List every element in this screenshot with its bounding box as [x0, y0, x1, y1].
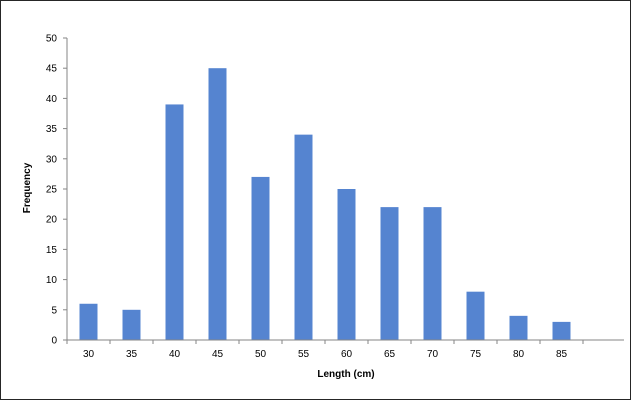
- x-tick-label: 75: [470, 349, 482, 360]
- bars-group: [79, 68, 571, 340]
- y-tick-labels: 0 5 10 15 20 25 30 35 40 45 50: [46, 34, 58, 347]
- x-tick-label: 85: [556, 349, 568, 360]
- bar-80: [509, 315, 528, 340]
- y-tick-label: 0: [51, 336, 57, 347]
- bar-35: [122, 309, 141, 340]
- x-tick-label: 35: [126, 349, 138, 360]
- x-tick-label: 50: [255, 349, 267, 360]
- y-axis-label: Frequency: [22, 162, 33, 213]
- bar-45: [208, 68, 227, 340]
- x-tick-label: 40: [169, 349, 181, 360]
- x-tick-label: 65: [384, 349, 396, 360]
- y-tick-label: 25: [46, 185, 58, 196]
- y-tick-label: 30: [46, 154, 58, 165]
- x-tick-label: 80: [513, 349, 525, 360]
- bar-85: [552, 321, 571, 340]
- bar-60: [337, 189, 356, 340]
- y-tick-label: 45: [46, 64, 58, 75]
- x-tick-label: 60: [341, 349, 353, 360]
- x-tick-label: 70: [427, 349, 439, 360]
- y-tick-label: 50: [46, 34, 58, 45]
- x-tick-labels: 30 35 40 45 50 55 60 65 70 75 80 85: [83, 349, 568, 360]
- y-tick-label: 10: [46, 275, 58, 286]
- x-tick-label: 30: [83, 349, 95, 360]
- bar-50: [251, 176, 270, 340]
- bar-55: [294, 134, 313, 340]
- y-tick-label: 40: [46, 94, 58, 105]
- bar-65: [380, 207, 399, 340]
- x-tick-label: 45: [212, 349, 224, 360]
- bar-40: [165, 104, 184, 340]
- bar-75: [466, 291, 485, 340]
- x-axis-label: Length (cm): [317, 369, 374, 380]
- y-tick-label: 5: [51, 305, 57, 316]
- x-tick-label: 55: [298, 349, 310, 360]
- y-tick-label: 15: [46, 245, 58, 256]
- y-tick-label: 35: [46, 124, 58, 135]
- y-tick-label: 20: [46, 215, 58, 226]
- bar-70: [423, 207, 442, 340]
- bar-30: [79, 303, 98, 340]
- axes-group: [63, 37, 624, 344]
